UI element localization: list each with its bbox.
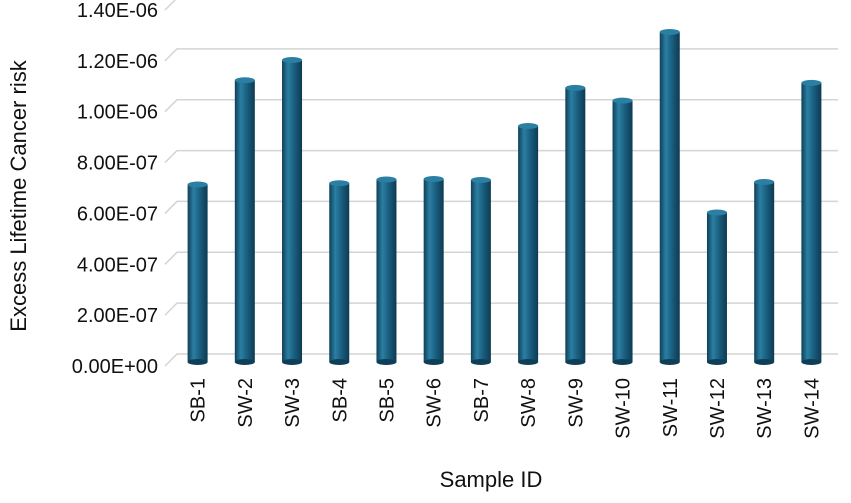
- bar-body: [423, 178, 444, 362]
- x-tick-label: SW-13: [754, 378, 776, 439]
- bar-sb-5: [376, 176, 397, 365]
- x-tick-label: SB-4: [329, 378, 351, 422]
- bar-base: [470, 359, 491, 365]
- bar-base: [423, 359, 444, 365]
- x-tick-label: SW-11: [660, 378, 682, 437]
- bar-cap: [234, 77, 255, 84]
- bar-cap: [801, 79, 822, 86]
- bar-body: [754, 182, 775, 362]
- bar-sb-1: [187, 181, 208, 365]
- y-tick-label: 1.00E-06: [77, 102, 158, 124]
- bar-base: [282, 359, 303, 365]
- bar-base: [376, 359, 397, 365]
- bar-body: [659, 31, 680, 362]
- y-axis-title: Excess Lifetime Cancer risk: [6, 59, 31, 331]
- y-tick-label: 6.00E-07: [77, 203, 158, 225]
- bar-base: [518, 359, 539, 365]
- gridline: [164, 149, 838, 164]
- bars: [187, 28, 822, 365]
- gridline: [164, 0, 177, 11]
- bar-sw-11: [659, 28, 680, 365]
- bar-cap: [518, 123, 539, 130]
- y-tick-label: 4.00E-07: [77, 254, 158, 276]
- x-tick-label: SB-5: [376, 378, 398, 422]
- bar-base: [612, 359, 633, 365]
- bar-body: [187, 184, 208, 362]
- x-tick-label: SW-6: [424, 378, 446, 428]
- x-axis-ticks: SB-1 SW-2 SW-3 SB-4 SB-5 SW-6 SB-7 SW-8 SW-9 SW-1…: [188, 378, 824, 439]
- bar-sw-12: [706, 209, 727, 365]
- bar-cap: [282, 56, 303, 63]
- bar-cap: [423, 175, 444, 182]
- y-tick-label: 2.00E-07: [77, 305, 158, 327]
- x-tick-label: SW-8: [518, 378, 540, 428]
- bar-sw-13: [754, 179, 775, 365]
- bar-body: [706, 212, 727, 362]
- bar-cap: [376, 176, 397, 183]
- bar-base: [565, 359, 586, 365]
- bar-base: [706, 359, 727, 365]
- bar-cap: [612, 97, 633, 104]
- bar-cap: [565, 84, 586, 91]
- bar-body: [282, 59, 303, 362]
- gridlines: [164, 0, 838, 367]
- x-tick-label: SB-7: [471, 378, 493, 422]
- bar-sw-8: [518, 123, 539, 365]
- bar-base: [801, 359, 822, 365]
- bar-sw-3: [282, 56, 303, 365]
- x-tick-label: SW-3: [282, 378, 304, 428]
- bar-base: [659, 359, 680, 365]
- bar-sb-7: [470, 176, 491, 365]
- bar-body: [376, 179, 397, 362]
- x-tick-label: SW-10: [613, 378, 635, 439]
- x-axis-title: Sample ID: [440, 467, 543, 492]
- bar-base: [329, 359, 350, 365]
- bar-cap: [659, 28, 680, 35]
- y-tick-label: 8.00E-07: [77, 153, 158, 175]
- x-tick-label: SW-9: [565, 378, 587, 428]
- bar-body: [470, 179, 491, 362]
- x-tick-label: SW-12: [707, 378, 729, 439]
- bar-sw-14: [801, 79, 822, 365]
- gridline: [164, 48, 838, 62]
- bar-sw-6: [423, 175, 444, 365]
- gridline: [164, 200, 838, 214]
- bar-base: [187, 359, 208, 365]
- bar-cap: [754, 179, 775, 185]
- y-axis-ticks: 0.00E+00 2.00E-07 4.00E-07 6.00E-07 8.00E-07…: [72, 0, 158, 378]
- bar-cap: [187, 181, 208, 188]
- bar-body: [518, 126, 539, 362]
- y-tick-label: 1.40E-06: [77, 0, 158, 22]
- bar-body: [612, 100, 633, 362]
- bar-cap: [706, 209, 727, 216]
- y-tick-label: 1.20E-06: [77, 51, 158, 73]
- bar-body: [565, 87, 586, 363]
- y-tick-label: 0.00E+00: [72, 356, 158, 378]
- bar-cap: [329, 180, 350, 187]
- gridline: [164, 353, 838, 367]
- x-tick-label: SW-2: [235, 378, 257, 428]
- bar-sw-10: [612, 97, 633, 365]
- x-tick-label: SW-14: [801, 378, 823, 439]
- bar-sb-4: [329, 180, 350, 365]
- x-tick-label: SB-1: [188, 378, 210, 422]
- bar-base: [754, 359, 775, 365]
- gridline: [164, 98, 838, 113]
- bar-sw-9: [565, 84, 586, 365]
- bar-body: [801, 82, 822, 362]
- gridline: [164, 251, 838, 265]
- bar-base: [234, 359, 255, 365]
- bar-body: [234, 80, 255, 363]
- bar-cap: [470, 176, 491, 183]
- gridline: [164, 302, 838, 316]
- bar-body: [329, 183, 350, 362]
- bar-sw-2: [234, 77, 255, 365]
